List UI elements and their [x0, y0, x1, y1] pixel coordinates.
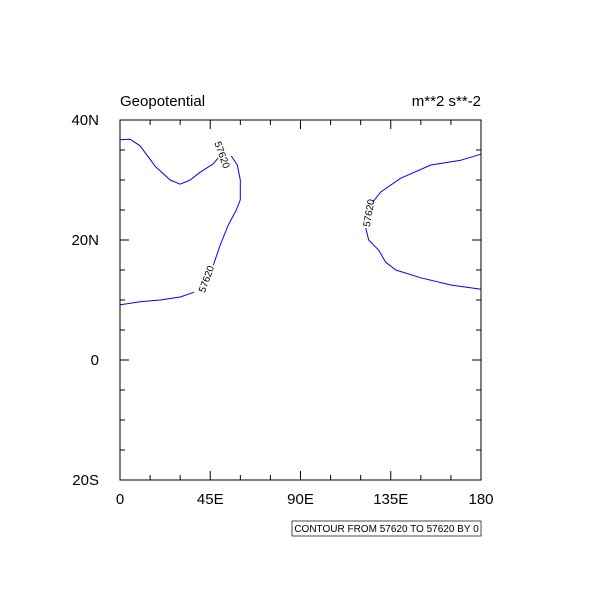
x-tick-label: 135E [373, 491, 408, 508]
y-tick-label: 0 [91, 352, 99, 369]
y-tick-label: 40N [71, 112, 99, 129]
contour-line [119, 291, 195, 306]
title-left: Geopotential [120, 93, 205, 110]
x-tick-label: 90E [287, 491, 314, 508]
y-tick-label: 20N [71, 232, 99, 249]
x-tick-label: 0 [116, 491, 124, 508]
y-tick-label: 20S [72, 472, 99, 489]
contour-line [119, 138, 219, 185]
contour-info-box: CONTOUR FROM 57620 TO 57620 BY 0 [291, 520, 482, 537]
contour-info-text: CONTOUR FROM 57620 TO 57620 BY 0 [294, 524, 479, 535]
title-right: m**2 s**-2 [412, 93, 481, 110]
contour-line [372, 153, 482, 203]
contour-line [365, 227, 482, 290]
contour-label: 57620 [362, 198, 378, 228]
contour-label: 57620 [211, 140, 231, 170]
contour-line [212, 155, 241, 266]
x-tick-label: 45E [197, 491, 224, 508]
contour-label: 57620 [197, 264, 217, 294]
x-tick-label: 180 [468, 491, 493, 508]
plot-frame [119, 119, 482, 481]
